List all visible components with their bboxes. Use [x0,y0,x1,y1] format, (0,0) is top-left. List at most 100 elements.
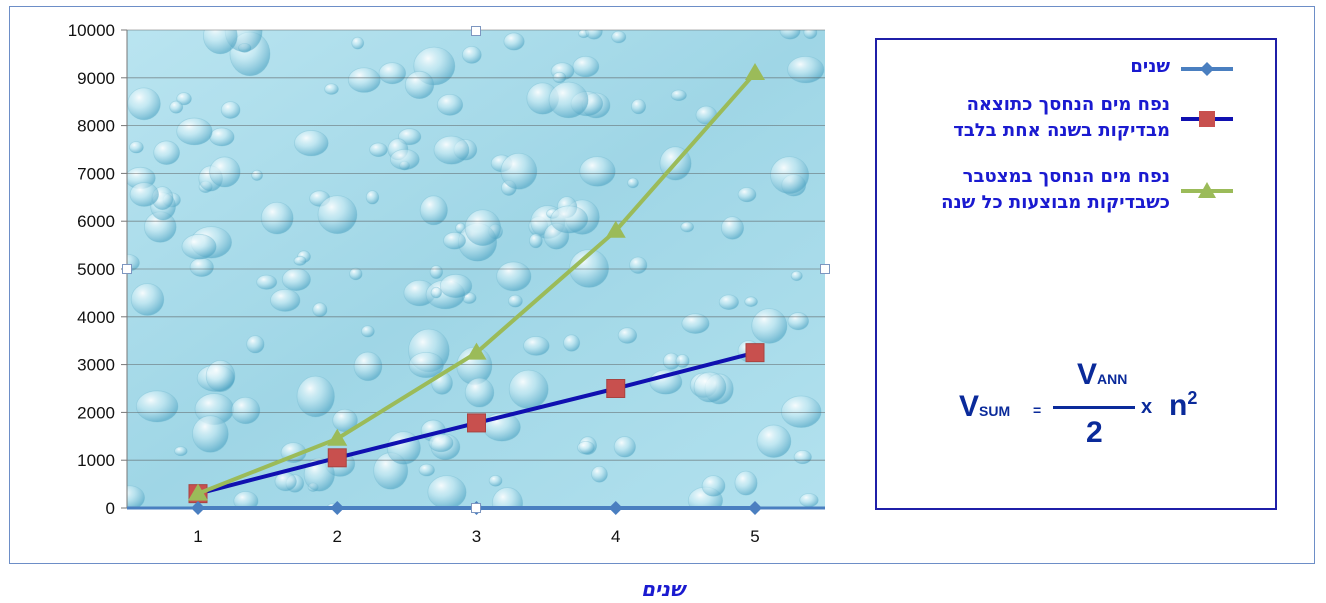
water-drop [176,117,213,146]
y-tick-label: 10000 [68,21,115,40]
x-tick-label: 2 [333,527,342,546]
water-drop [611,30,627,44]
water-drop [550,205,589,234]
water-drop [203,30,238,55]
water-drop [281,267,311,291]
water-drop [293,255,307,266]
water-drop [670,89,687,102]
water-drop [296,375,335,418]
water-drop [347,67,381,93]
data-point-triangle [605,220,626,238]
water-drop [365,190,380,205]
water-drop [129,182,159,207]
water-drop [220,101,241,119]
x-axis-title: שנים [641,577,685,601]
water-drop [718,294,739,311]
selection-handle-left[interactable] [122,264,132,274]
y-tick-label: 3000 [77,356,115,375]
series-layer [127,63,825,515]
y-tick-label: 0 [106,499,115,518]
water-drop [189,257,214,277]
water-drop [443,231,466,250]
water-drop [397,128,422,146]
data-point-square [745,343,765,363]
y-tick-label: 9000 [77,69,115,88]
x-tick-label: 1 [193,527,202,546]
water-drop [294,130,329,157]
water-drop [176,92,192,106]
data-point-triangle [745,63,765,81]
y-tick-label: 2000 [77,403,115,422]
selection-handle-right[interactable] [820,264,830,274]
water-drop [153,140,180,165]
water-drop [780,395,822,428]
formula-v-letter: V [959,390,980,423]
water-drop [408,351,444,379]
water-drop [127,485,145,508]
water-drop [274,472,297,492]
water-drop [577,440,595,455]
water-drop [231,396,261,425]
water-drop [770,156,810,194]
water-drop [127,87,161,121]
formula-ann-subscript: ANN [1097,371,1128,387]
water-drop [500,152,538,190]
y-tick-label: 1000 [77,451,115,470]
water-drop [563,334,581,352]
legend[interactable]: שנים נפח מים הנחסך כתוצאה מבדיקות בשנה א… [875,38,1277,510]
water-drop [389,148,420,171]
water-drop [496,261,532,292]
x-tick-label: 5 [750,527,759,546]
formula-sum-subscript: SUM [979,403,1011,419]
formula-times: x [1141,396,1153,418]
water-drop [744,296,758,307]
y-tick-label: 6000 [77,212,115,231]
selection-handle-bottom[interactable] [471,503,481,513]
water-drop [461,45,482,64]
y-tick-label: 4000 [77,308,115,327]
water-drop [436,93,464,116]
water-drop [734,470,758,496]
water-drop [464,209,502,247]
water-drop [349,267,363,281]
water-drop [693,371,727,403]
formula: VSUM = VANN 2 x n2 [959,358,1219,458]
water-drop [491,487,524,508]
water-drop [720,216,745,240]
formula-denominator: 2 [1086,416,1103,449]
water-drop [572,55,600,78]
data-point-triangle [327,428,348,446]
legend-label-cumulative: נפח מים הנחסך במצטבר כשבדיקות מבוצעות כל… [941,166,1170,213]
water-drop [617,327,638,344]
formula-exponent: 2 [1187,388,1198,408]
water-drop [548,81,589,119]
water-drop [799,493,819,508]
water-drop [353,351,383,382]
water-drop [579,156,616,187]
legend-item-cumulative[interactable]: נפח מים הנחסך במצטבר כשבדיקות מבוצעות כל… [877,164,1275,244]
water-drop [529,233,543,249]
water-drop [369,142,388,158]
formula-equals: = [1033,402,1042,418]
legend-item-years[interactable]: שנים [877,54,1275,84]
legend-item-single-year[interactable]: נפח מים הנחסך כתוצאה מבדיקות בשנה אחת בל… [877,92,1275,146]
water-drop [787,312,809,331]
water-drop [129,141,144,154]
square-marker-icon [1181,111,1233,127]
water-drop [630,98,647,115]
water-drop [351,36,365,50]
formula-numerator: VANN [1077,358,1127,392]
water-drop [488,474,503,487]
water-drop [701,475,726,497]
selection-handle-top[interactable] [471,26,481,36]
formula-n: n [1169,389,1188,422]
formula-v-numerator: V [1077,358,1098,391]
water-drop [312,302,328,318]
data-point-square [467,413,486,433]
water-drop [779,30,801,40]
formula-v-sum: VSUM [959,390,1010,424]
water-drop [751,308,788,344]
water-drop [256,274,278,290]
water-drop [523,336,550,356]
water-drop [246,335,265,354]
